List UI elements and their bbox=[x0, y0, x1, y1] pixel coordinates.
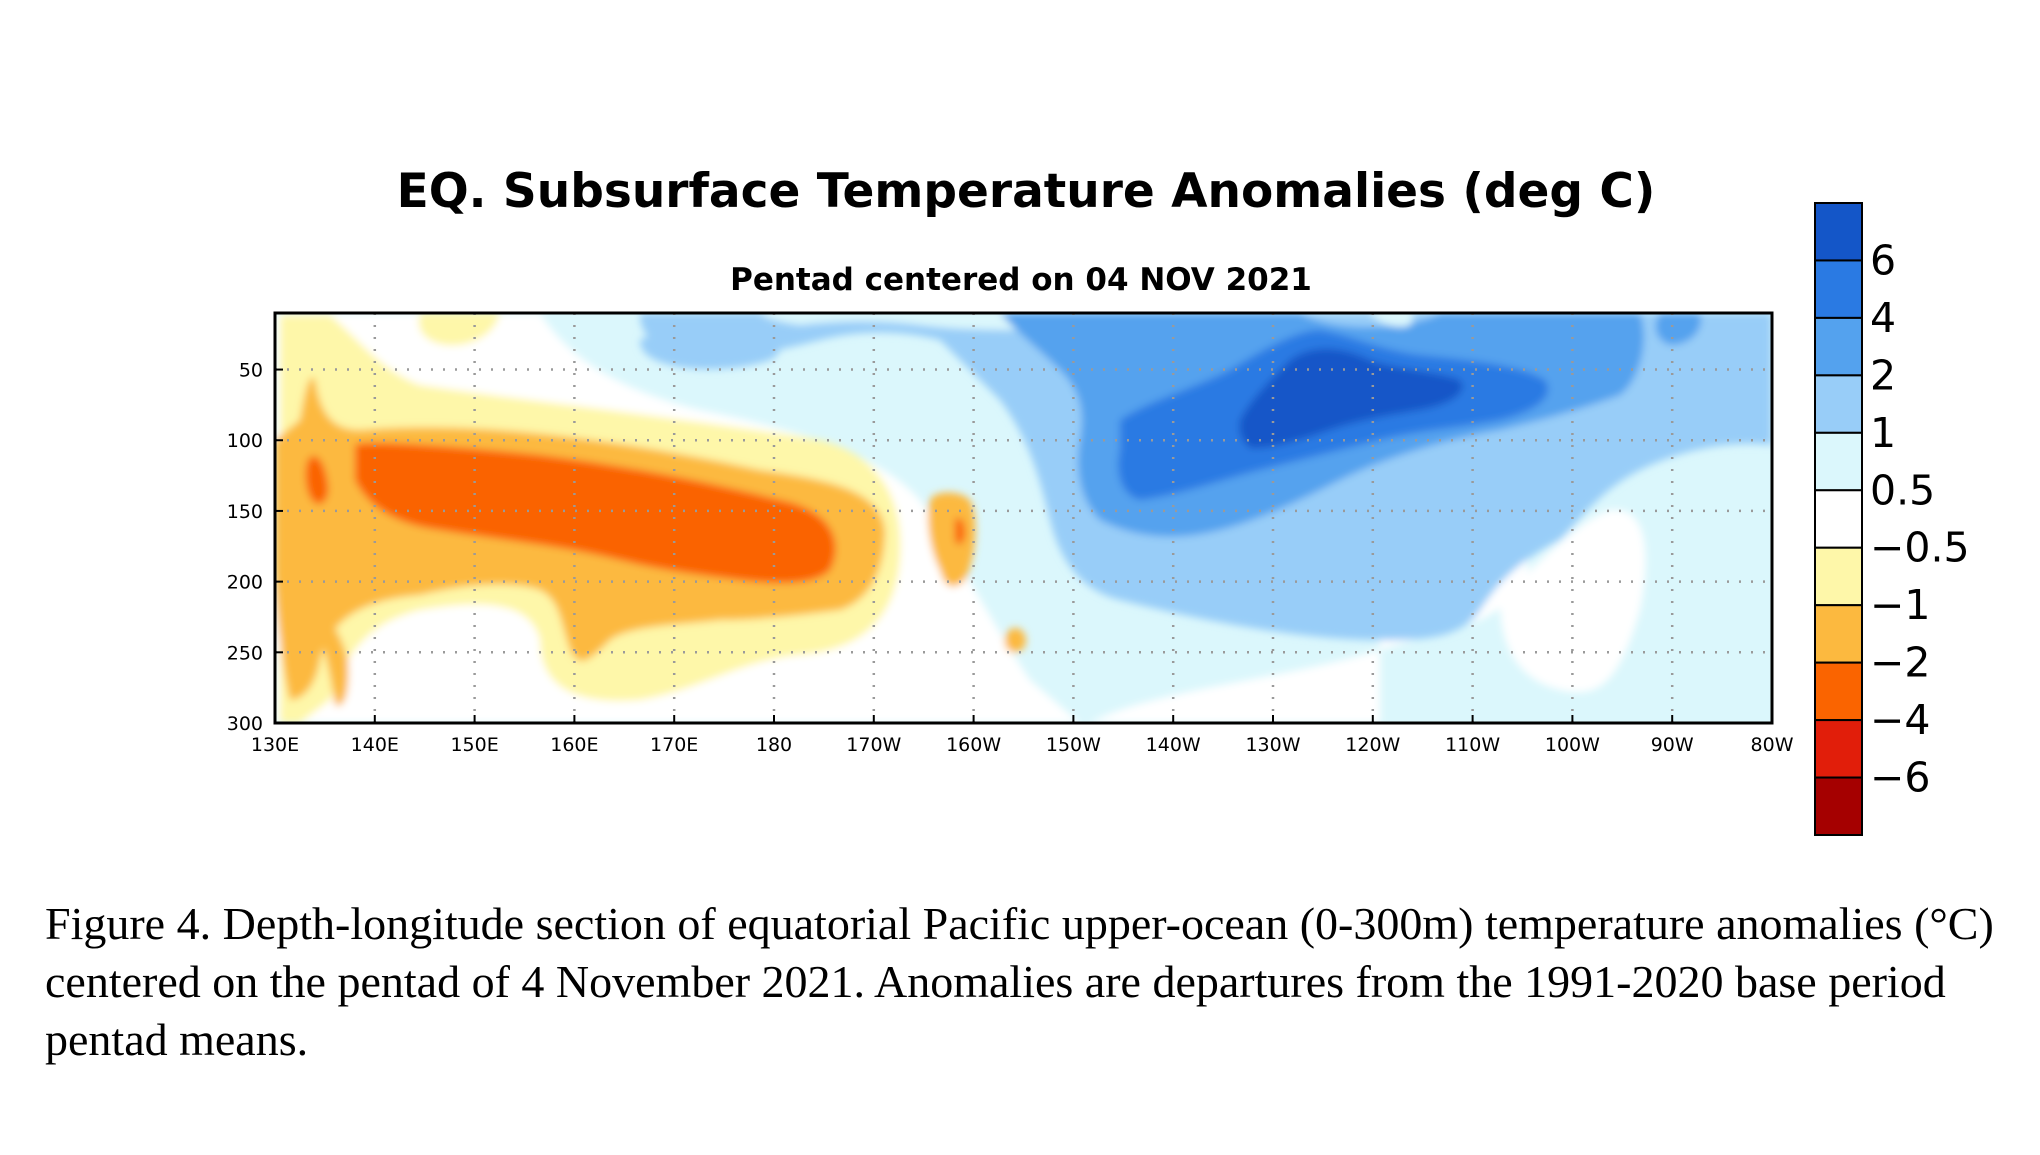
contour-2-160w bbox=[955, 518, 965, 545]
contour-0.5-top bbox=[418, 313, 500, 346]
chart-subtitle: Pentad centered on 04 NOV 2021 bbox=[730, 262, 1312, 298]
anomaly-field bbox=[275, 313, 1772, 723]
y-tick-label: 250 bbox=[227, 642, 263, 664]
colorbar-label: 1 bbox=[1870, 409, 1896, 457]
colorbar-swatch bbox=[1814, 202, 1863, 262]
x-tick-label: 130E bbox=[251, 734, 299, 756]
x-tick-label: 170W bbox=[846, 734, 901, 756]
x-tick-label: 110W bbox=[1445, 734, 1500, 756]
y-tick-label: 150 bbox=[227, 501, 263, 523]
x-tick-label: 180 bbox=[756, 734, 792, 756]
plot-area: 130E 140E 150E 160E 170E 180 170W 160W 150W 140W 1… bbox=[227, 311, 1794, 756]
colorbar-label: −1 bbox=[1870, 581, 1930, 629]
contour-2-west bbox=[305, 456, 329, 505]
x-tick-label: 80W bbox=[1751, 734, 1794, 756]
colorbar-label: −6 bbox=[1870, 754, 1930, 802]
grid-lines bbox=[275, 313, 1772, 723]
contour-2-main bbox=[355, 443, 836, 583]
colorbar-label: 0.5 bbox=[1870, 466, 1935, 514]
contour-neg6 bbox=[1239, 348, 1463, 449]
colorbar-swatch bbox=[1814, 489, 1863, 549]
figure-caption: Figure 4. Depth-longitude section of equ… bbox=[45, 898, 1994, 1065]
x-tick-label: 150E bbox=[450, 734, 498, 756]
x-tick-label: 90W bbox=[1651, 734, 1694, 756]
x-tick-label: 100W bbox=[1545, 734, 1600, 756]
colorbar-label: 2 bbox=[1870, 351, 1896, 399]
contour-1-lower bbox=[310, 600, 349, 706]
x-tick-label: 130W bbox=[1245, 734, 1300, 756]
colorbar-swatch bbox=[1814, 776, 1863, 837]
contour-warm-neutral-pocket bbox=[1370, 313, 1413, 327]
x-axis: 130E 140E 150E 160E 170E 180 170W 160W 150W 140W 1… bbox=[251, 715, 1794, 756]
colorbar-label: −4 bbox=[1870, 696, 1930, 744]
y-tick-label: 100 bbox=[227, 430, 263, 452]
x-tick-label: 140W bbox=[1146, 734, 1201, 756]
x-tick-label: 170E bbox=[650, 734, 698, 756]
x-tick-label: 120W bbox=[1345, 734, 1400, 756]
x-tick-label: 150W bbox=[1046, 734, 1101, 756]
colorbar-swatch bbox=[1814, 546, 1863, 607]
x-tick-label: 140E bbox=[351, 734, 399, 756]
colorbar-swatch bbox=[1814, 719, 1863, 779]
contour-1-155w bbox=[1004, 628, 1026, 653]
contour-neg2-east bbox=[1655, 313, 1701, 345]
x-tick-label: 160E bbox=[550, 734, 598, 756]
contour-1-160w bbox=[928, 492, 976, 587]
colorbar-swatch bbox=[1814, 316, 1863, 377]
y-tick-label: 300 bbox=[227, 713, 263, 735]
colorbar-swatch bbox=[1814, 259, 1863, 319]
colorbar-label: 6 bbox=[1870, 236, 1896, 284]
x-tick-label: 160W bbox=[946, 734, 1001, 756]
colorbar-swatch bbox=[1814, 374, 1863, 434]
colorbar: 6 4 2 1 0.5 −0.5 −1 −2 −4 −6 bbox=[1814, 202, 1970, 837]
chart-title: EQ. Subsurface Temperature Anomalies (de… bbox=[397, 164, 1656, 219]
colorbar-label: −0.5 bbox=[1870, 524, 1970, 572]
plot-frame bbox=[273, 311, 1774, 725]
contour-neg1-east-edge bbox=[1740, 313, 1772, 445]
colorbar-label: −2 bbox=[1870, 639, 1930, 687]
y-tick-label: 200 bbox=[227, 572, 263, 594]
colorbar-swatch bbox=[1814, 431, 1863, 492]
y-tick-label: 50 bbox=[239, 360, 263, 382]
colorbar-swatch bbox=[1814, 604, 1863, 664]
colorbar-swatch bbox=[1814, 661, 1863, 722]
colorbar-label: 4 bbox=[1870, 294, 1896, 342]
y-axis: 50 100 150 200 250 300 bbox=[227, 360, 283, 735]
